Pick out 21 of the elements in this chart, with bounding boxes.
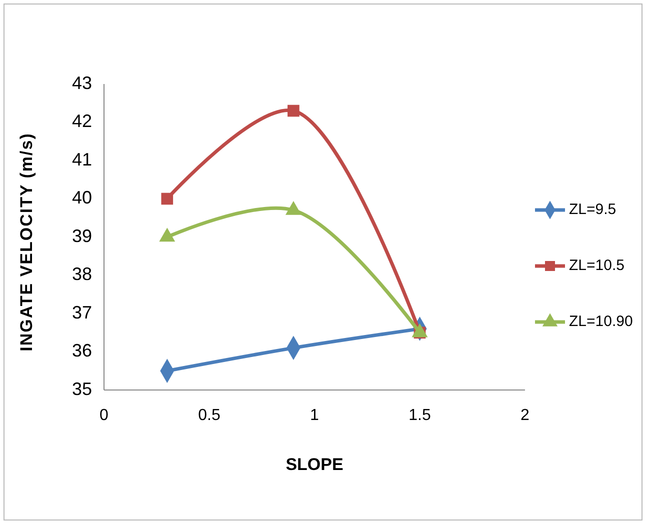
y-tick-label: 42 — [72, 111, 92, 131]
y-tick-label: 43 — [72, 72, 92, 93]
x-tick-label: 0 — [100, 407, 109, 424]
x-tick-label: 0.5 — [198, 407, 220, 424]
y-tick-label: 39 — [72, 226, 92, 246]
x-tick-label: 2 — [520, 407, 530, 424]
x-tick-label: 1.5 — [408, 407, 431, 424]
x-axis-title: SLOPE — [286, 455, 344, 474]
y-axis-title: INGATE VELOCITY (m/s) — [17, 132, 36, 352]
point — [288, 104, 300, 117]
y-tick-label: 36 — [72, 340, 92, 360]
point — [161, 192, 174, 205]
y-tick-label: 38 — [72, 264, 92, 284]
legend-label: ZL=9.5 — [569, 200, 616, 218]
legend-label: ZL=10.90 — [569, 312, 633, 330]
y-tick-label: 41 — [72, 149, 92, 170]
y-tick-label: 35 — [72, 378, 92, 399]
y-tick-label: 37 — [72, 302, 92, 322]
legend-label: ZL=10.5 — [569, 256, 624, 274]
x-tick-label: 1 — [310, 407, 320, 424]
y-tick-label: 40 — [72, 188, 92, 208]
